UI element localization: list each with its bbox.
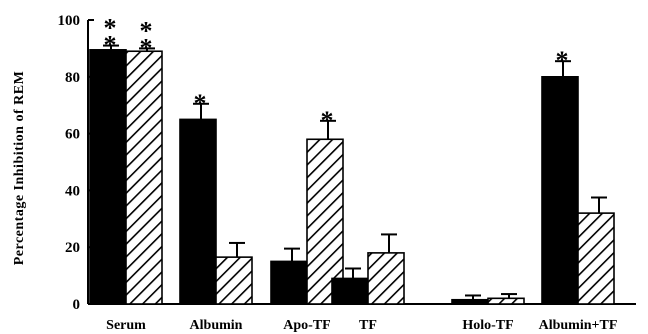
- bar-hatched: [125, 50, 163, 305]
- bar-solid: [451, 298, 489, 305]
- x-category-label: Serum: [106, 318, 146, 333]
- bar-solid: [541, 76, 579, 305]
- y-axis-label: Percentage Inhibition of REM: [12, 71, 27, 266]
- significance-marker: *: [140, 16, 153, 45]
- significance-marker: *: [104, 14, 117, 43]
- x-category-label: Albumin: [190, 318, 243, 333]
- significance-marker: *: [104, 31, 117, 60]
- x-category-label: Albumin+TF: [539, 318, 618, 333]
- x-category-label: TF: [359, 318, 377, 333]
- bars: [89, 44, 615, 305]
- bar-hatched: [487, 297, 525, 305]
- y-tick-label: 40: [65, 183, 80, 199]
- bar-hatched: [577, 212, 615, 305]
- bar-solid: [270, 260, 308, 305]
- bar-hatched: [215, 256, 253, 305]
- y-tick-label: 60: [65, 127, 80, 143]
- x-category-label: Apo-TF: [283, 318, 330, 333]
- bar-hatched: [306, 138, 344, 305]
- x-category-label: Holo-TF: [462, 318, 513, 333]
- y-tick-label: 80: [65, 70, 80, 86]
- significance-marker: *: [194, 89, 207, 118]
- significance-marker: *: [140, 33, 153, 62]
- bar-hatched: [367, 252, 405, 305]
- significance-marker: *: [556, 46, 569, 75]
- y-tick-label: 100: [58, 13, 81, 29]
- bar-solid: [89, 49, 127, 305]
- y-tick-label: 20: [65, 240, 80, 256]
- bar-solid: [179, 118, 217, 305]
- y-tick-label: 0: [73, 297, 81, 313]
- significance-marker: *: [321, 106, 334, 135]
- bar-solid: [331, 277, 369, 305]
